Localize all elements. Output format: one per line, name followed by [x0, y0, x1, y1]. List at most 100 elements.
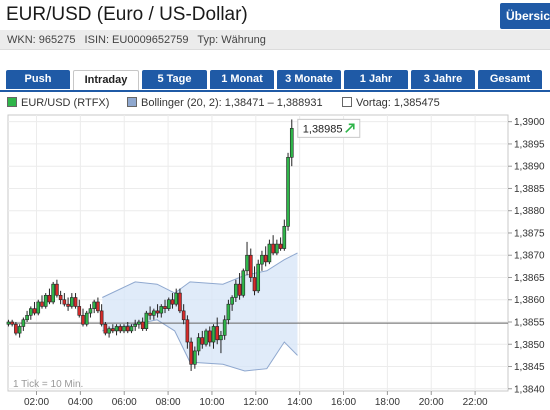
candle-body — [275, 243, 279, 254]
candle-body — [286, 156, 290, 227]
candle — [148, 306, 152, 320]
candle — [226, 299, 231, 325]
legend-prev-close[interactable]: Vortag: 1,385475 — [342, 96, 440, 110]
candle — [174, 288, 179, 307]
candle-body — [215, 326, 220, 341]
y-tick-label: 1,3845 — [514, 362, 545, 373]
candle-body — [137, 321, 141, 325]
arrow-up-right-icon — [345, 123, 355, 133]
x-tick-label: 06:00 — [112, 397, 137, 408]
candle-body — [122, 326, 126, 332]
candle — [25, 310, 29, 322]
candle-body — [252, 277, 257, 292]
candle — [170, 293, 175, 309]
candle-body — [222, 319, 227, 336]
candle — [282, 219, 287, 251]
candle — [66, 297, 70, 311]
candle-body — [81, 315, 85, 325]
candle-body — [278, 243, 283, 249]
candles — [6, 119, 294, 371]
candle — [256, 259, 261, 294]
y-axis: 1,3840 1,3845 1,3850 1,3855 1,3860 1,3865 1,38… — [508, 117, 545, 395]
x-tick-label: 12:00 — [243, 397, 268, 408]
tab-5-tage[interactable]: 5 Tage — [142, 70, 207, 89]
legend-price-label: EUR/USD (RTFX) — [21, 97, 110, 109]
candle-body — [96, 301, 100, 312]
candle-body — [219, 335, 223, 341]
candle — [84, 310, 89, 327]
candle — [267, 239, 272, 265]
candle — [163, 299, 167, 314]
candle-body — [92, 301, 96, 309]
interval-label: 1 Tick = 10 Min. — [13, 379, 83, 390]
candle — [222, 315, 227, 340]
candle-body — [51, 283, 55, 303]
tab-1-jahr[interactable]: 1 Jahr — [344, 70, 408, 89]
candle — [204, 328, 208, 347]
candle — [51, 281, 55, 305]
y-tick-label: 1,3865 — [514, 273, 545, 284]
candle — [77, 299, 82, 318]
candle-body — [140, 321, 145, 329]
x-tick-label: 02:00 — [24, 397, 49, 408]
candle — [263, 246, 268, 267]
candle-body — [200, 337, 205, 345]
last-price-marker: 1,38985 — [297, 118, 361, 138]
candle — [62, 293, 67, 307]
x-tick-label: 22:00 — [463, 397, 488, 408]
candle — [137, 319, 141, 329]
candle-body — [66, 303, 70, 307]
candle-body — [234, 283, 238, 298]
x-tick-label: 04:00 — [68, 397, 93, 408]
candle-body — [159, 306, 164, 314]
tab-3-monate[interactable]: 3 Monate — [277, 70, 341, 89]
candle — [99, 304, 104, 327]
candle — [125, 322, 130, 334]
candle-body — [55, 283, 59, 296]
candle-body — [207, 330, 212, 343]
candle-body — [125, 326, 130, 332]
candle-body — [163, 306, 167, 309]
x-tick-label: 16:00 — [331, 397, 356, 408]
candle — [14, 322, 18, 336]
candle-body — [62, 299, 67, 305]
candle — [189, 337, 193, 371]
candle-body — [25, 315, 29, 321]
candle — [234, 279, 238, 302]
candle-body — [248, 254, 253, 278]
grid — [8, 115, 508, 391]
candle-body — [193, 350, 197, 365]
candle-body — [152, 310, 156, 316]
candle — [260, 250, 264, 271]
candle — [88, 304, 93, 318]
tab-push[interactable]: Push — [6, 70, 70, 89]
candle-body — [230, 297, 234, 305]
candle — [289, 119, 294, 167]
tab-1-monat[interactable]: 1 Monat — [210, 70, 274, 89]
candle-body — [241, 270, 246, 296]
tab-gesamt[interactable]: Gesamt — [478, 70, 542, 89]
candle — [159, 304, 164, 318]
candle-body — [36, 301, 41, 314]
candle-body — [103, 323, 108, 334]
candle — [140, 317, 145, 331]
bollinger-upper-line — [102, 252, 298, 298]
candle — [278, 237, 283, 251]
tab-intraday[interactable]: Intraday — [73, 70, 139, 90]
candle-body — [77, 306, 82, 316]
legend-bollinger[interactable]: Bollinger (20, 2): 1,38471 – 1,388931 — [127, 96, 323, 110]
candle — [248, 248, 253, 282]
overview-button[interactable]: Übersicht — [500, 3, 550, 29]
y-tick-label: 1,3875 — [514, 228, 545, 239]
tab-3-jahre[interactable]: 3 Jahre — [411, 70, 475, 89]
candle — [36, 299, 41, 316]
candle-body — [133, 323, 137, 327]
candle-body — [204, 330, 208, 345]
candle — [58, 290, 63, 305]
legend-prev-close-swatch — [342, 97, 352, 107]
candle — [10, 319, 14, 327]
y-tick-label: 1,3870 — [514, 251, 545, 262]
legend-price[interactable]: EUR/USD (RTFX) — [7, 96, 109, 110]
candle-body — [170, 299, 175, 305]
candle — [144, 310, 149, 331]
